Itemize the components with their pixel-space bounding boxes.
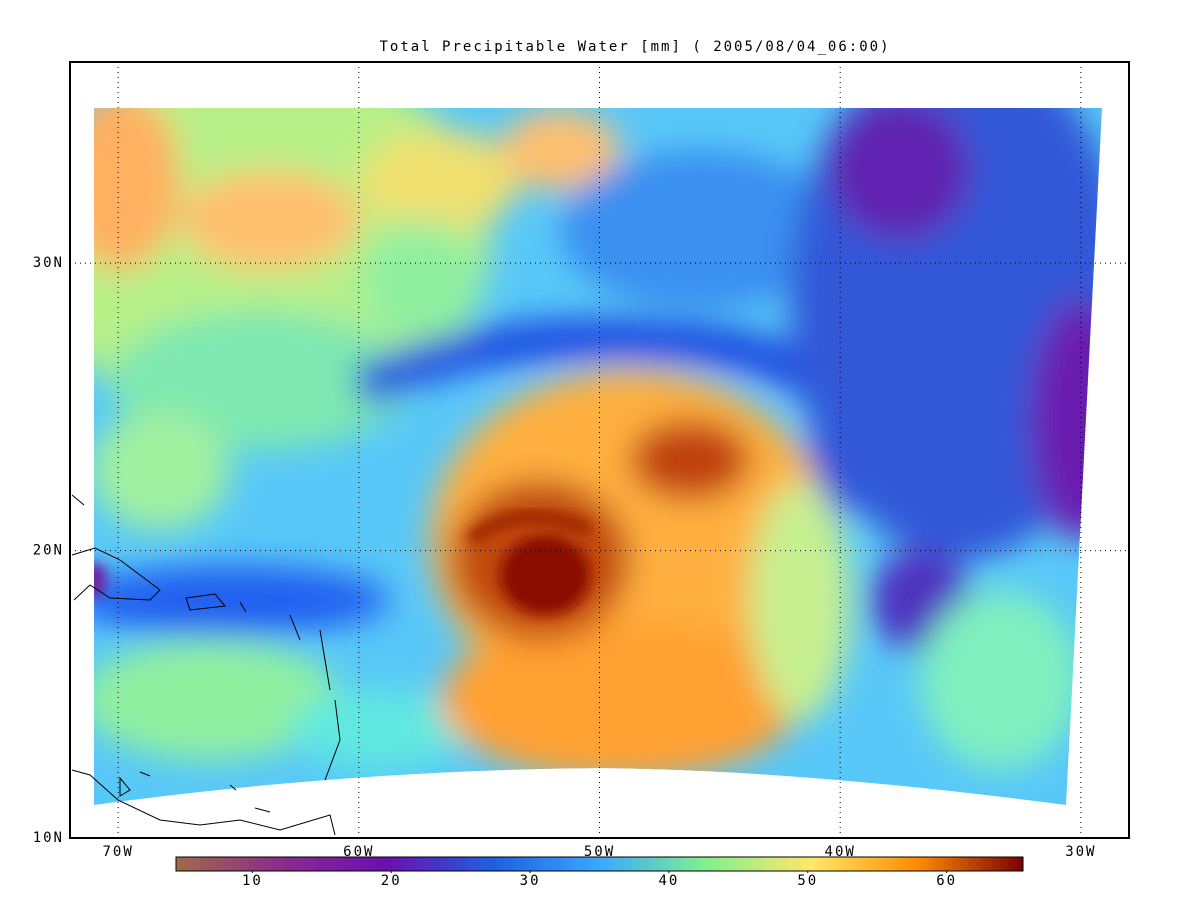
lat-tick-label: 10N [33,830,64,846]
colorbar: 10 20 30 40 50 60 [175,856,1024,889]
colorbar-tick-label: 40 [658,873,679,889]
map-axes: 70W 60W 50W 40W 30W 10N 20N 30N [33,62,1129,860]
lat-tick-label: 30N [33,255,64,271]
lon-tick-label: 60W [343,844,374,860]
colorbar-tick-label: 50 [797,873,818,889]
colorbar-tick-label: 60 [936,873,957,889]
coastlines [71,494,341,836]
precipitable-water-field [94,108,1102,805]
colorbar-tick-label: 30 [520,873,541,889]
colorbar-tick-label: 20 [381,873,402,889]
lon-tick-label: 30W [1065,844,1096,860]
lon-tick-label: 50W [584,844,615,860]
colorbar-scale [175,856,1024,872]
lat-tick-label: 20N [33,543,64,559]
map-title: Total Precipitable Water [mm] ( 2005/08/… [379,39,890,55]
colorbar-tick-label: 10 [242,873,263,889]
lon-tick-label: 70W [102,844,133,860]
lon-tick-label: 40W [825,844,856,860]
